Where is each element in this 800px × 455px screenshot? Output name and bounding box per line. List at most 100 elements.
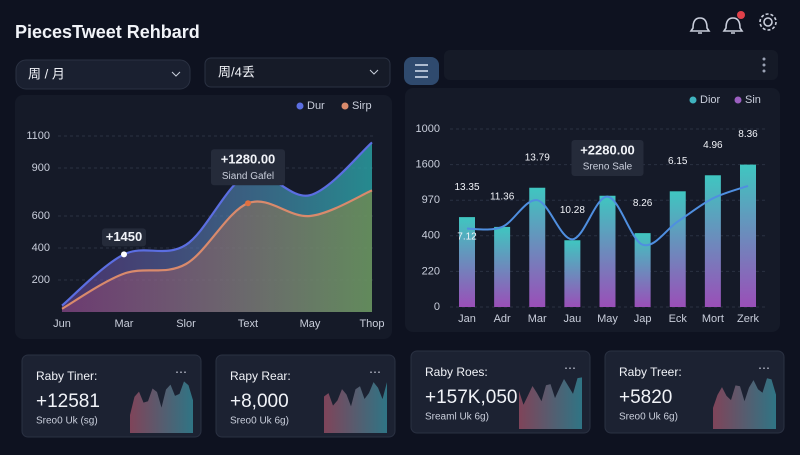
badge (737, 11, 745, 19)
sparkline (519, 377, 582, 429)
sparkline (713, 378, 776, 429)
app-title: PiecesTweet Rehbard (15, 22, 200, 42)
legend-swatch (341, 102, 349, 110)
y-tick-label: 1600 (416, 159, 440, 171)
bar (634, 233, 651, 307)
y-tick-label: 400 (32, 242, 50, 254)
x-tick-label: May (597, 313, 618, 325)
bar-label: 10.28 (560, 205, 585, 216)
y-tick-label: 200 (32, 274, 50, 286)
y-tick-label: 220 (422, 265, 440, 277)
x-tick-label: Mar (528, 313, 547, 325)
bell-icon[interactable] (689, 17, 711, 34)
series-line (61, 189, 373, 310)
card-value: +157K,050 (425, 387, 517, 408)
tooltip-sub: Sreno Sale (583, 162, 633, 173)
x-tick-label: Mar (115, 318, 134, 330)
legend-label: Sirp (352, 100, 372, 112)
bar (704, 175, 721, 307)
card-sub: Sreo0 Uk (sg) (36, 416, 98, 427)
legend-swatch (689, 96, 697, 104)
bar (669, 191, 686, 307)
card-value: +12581 (36, 391, 100, 412)
x-tick-label: Jan (458, 313, 476, 325)
range-select[interactable] (204, 57, 391, 88)
tooltip (571, 140, 644, 176)
legend-swatch (734, 96, 742, 104)
area-fill (62, 190, 372, 312)
chevron (171, 71, 181, 77)
period-label: 周 / 月 (28, 66, 65, 81)
legend-label: Dior (700, 94, 721, 106)
legend-label: Dur (307, 100, 325, 112)
x-tick-label: Zerk (737, 313, 760, 325)
y-tick-label: 1100 (26, 130, 50, 142)
x-tick-label: Slor (176, 318, 196, 330)
sparkline (324, 382, 387, 433)
card-value: +8,000 (230, 391, 289, 412)
x-tick-label: Jau (564, 313, 582, 325)
point (121, 251, 127, 258)
x-tick-label: Text (238, 318, 258, 330)
x-tick-label: Mort (702, 313, 724, 325)
period-select[interactable] (15, 59, 191, 90)
bar-label: 13.79 (525, 152, 550, 163)
toolbar (444, 50, 778, 80)
x-tick-label: Thop (359, 318, 384, 330)
bar-label: 4.96 (703, 140, 723, 151)
y-tick-label: 970 (422, 194, 440, 206)
bar (529, 187, 546, 307)
tooltip-sub: Siand Gafel (222, 171, 274, 182)
chevron (369, 69, 379, 75)
card-value: +5820 (619, 387, 672, 408)
card-sub: Sreaml Uk 6g) (425, 412, 489, 423)
x-tick-label: Adr (494, 313, 511, 325)
card-menu[interactable]: ⋯ (758, 361, 770, 375)
y-tick-label: 900 (32, 162, 50, 174)
bar-label: 6.15 (668, 156, 688, 167)
x-tick-label: Jun (53, 318, 71, 330)
bar-label: 11.36 (490, 192, 515, 203)
x-tick-label: Eck (669, 313, 688, 325)
tooltip-value: +1450 (106, 229, 143, 244)
series-line (466, 185, 749, 247)
tooltip (102, 228, 146, 247)
series-line (61, 141, 373, 307)
legend-swatch (296, 102, 304, 110)
card-title: Raby Tiner: (36, 369, 97, 383)
y-tick-label: 0 (434, 301, 440, 313)
menu-icon (415, 64, 428, 78)
legend-label: Sin (745, 94, 761, 106)
y-tick-label: 1000 (416, 123, 440, 135)
card-menu[interactable]: ⋯ (369, 365, 381, 379)
card-menu[interactable]: ⋯ (175, 365, 187, 379)
card-sub: Sreo0 Uk 6g) (619, 412, 678, 423)
sparkline (130, 381, 193, 433)
more-icon[interactable] (762, 57, 766, 73)
card-sub: Sreo0 Uk 6g) (230, 416, 289, 427)
y-tick-label: 400 (422, 230, 440, 242)
bar (599, 195, 616, 307)
y-tick-label: 600 (32, 210, 50, 222)
x-tick-label: Jap (634, 313, 652, 325)
settings-icon[interactable] (763, 17, 773, 27)
x-tick-label: May (300, 318, 321, 330)
bar (494, 226, 511, 307)
tooltip-value: +2280.00 (580, 142, 635, 157)
bar-label: 13.35 (454, 182, 479, 193)
card-title: Raby Treer: (619, 365, 682, 379)
range-label: 周/4丢 (218, 64, 255, 79)
bar (459, 217, 475, 307)
tooltip (211, 149, 285, 186)
card-title: Rapy Rear: (230, 369, 291, 383)
card-menu[interactable]: ⋯ (564, 361, 576, 375)
extra-label: 7.12 (457, 231, 477, 242)
notification-icon[interactable] (722, 17, 744, 34)
bar-label: 8.36 (738, 129, 758, 140)
bar (740, 164, 756, 307)
bar-label: 8.26 (633, 198, 653, 209)
point (245, 200, 251, 207)
card-title: Raby Roes: (425, 365, 488, 379)
tooltip-value: +1280.00 (221, 152, 276, 167)
